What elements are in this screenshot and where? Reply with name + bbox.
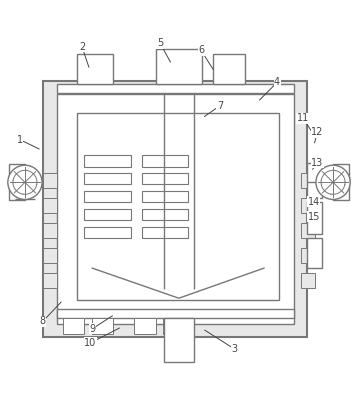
Bar bbox=[84, 191, 131, 202]
Bar bbox=[77, 54, 113, 84]
Bar bbox=[141, 209, 188, 220]
Bar bbox=[57, 94, 294, 324]
Bar bbox=[141, 155, 188, 166]
Bar bbox=[77, 113, 279, 300]
Bar bbox=[57, 84, 294, 93]
Bar bbox=[57, 309, 294, 318]
Text: 15: 15 bbox=[308, 212, 320, 222]
Bar bbox=[301, 173, 315, 188]
Text: 4: 4 bbox=[274, 77, 280, 88]
Bar bbox=[84, 155, 131, 166]
Bar bbox=[92, 318, 113, 334]
Circle shape bbox=[316, 165, 350, 199]
Bar bbox=[156, 48, 202, 84]
Bar bbox=[141, 191, 188, 202]
Text: 2: 2 bbox=[79, 42, 85, 52]
Bar bbox=[141, 173, 188, 185]
Text: 10: 10 bbox=[84, 338, 97, 348]
Bar bbox=[307, 202, 321, 234]
Text: 1: 1 bbox=[16, 134, 23, 145]
Bar bbox=[43, 198, 57, 212]
Bar bbox=[213, 54, 245, 84]
Bar bbox=[9, 164, 25, 200]
Bar bbox=[333, 164, 349, 200]
Bar bbox=[301, 198, 315, 212]
Bar bbox=[141, 226, 188, 238]
Bar bbox=[84, 226, 131, 238]
Text: 13: 13 bbox=[311, 158, 324, 168]
Bar bbox=[307, 238, 321, 268]
Bar bbox=[301, 272, 315, 288]
Bar bbox=[43, 173, 57, 188]
Bar bbox=[63, 318, 84, 334]
Bar bbox=[43, 247, 57, 263]
Text: 5: 5 bbox=[157, 38, 163, 48]
Text: 14: 14 bbox=[308, 197, 320, 207]
Text: 7: 7 bbox=[217, 101, 223, 111]
Text: 3: 3 bbox=[231, 344, 237, 354]
Text: 8: 8 bbox=[40, 316, 46, 326]
Text: 12: 12 bbox=[311, 127, 324, 137]
Bar bbox=[134, 318, 156, 334]
Text: 9: 9 bbox=[90, 323, 96, 334]
Bar bbox=[84, 209, 131, 220]
Bar bbox=[307, 163, 321, 199]
Bar bbox=[43, 81, 308, 337]
Bar bbox=[164, 318, 194, 363]
Text: 6: 6 bbox=[198, 45, 204, 55]
Text: 11: 11 bbox=[297, 113, 309, 123]
Bar bbox=[43, 272, 57, 288]
Bar bbox=[43, 223, 57, 238]
Bar bbox=[163, 318, 184, 334]
Bar bbox=[84, 173, 131, 185]
Circle shape bbox=[8, 165, 42, 199]
Bar bbox=[301, 223, 315, 238]
Bar bbox=[301, 247, 315, 263]
